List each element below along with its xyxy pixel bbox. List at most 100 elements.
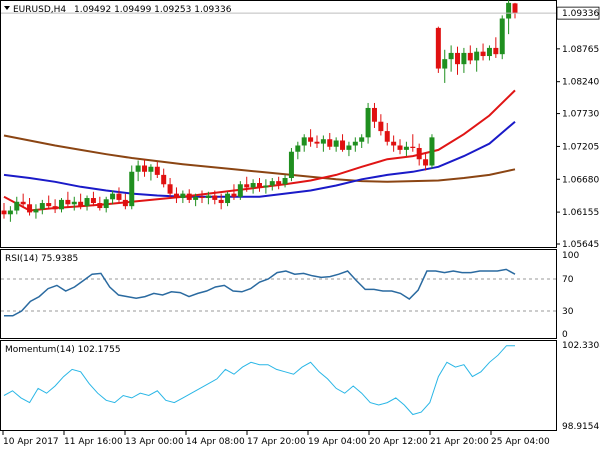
time-tick-label: 13 Apr 00:00 (125, 437, 184, 447)
candle-body (506, 2, 512, 19)
candle-body (455, 52, 461, 65)
candle-body (288, 151, 294, 179)
price-tick-label: 1.05645 (562, 240, 599, 250)
ohlc-values: 1.09492 1.09499 1.09253 1.09336 (74, 5, 232, 15)
rsi-tick-label: 30 (562, 307, 574, 317)
candle-body (320, 139, 326, 144)
candle-body (154, 166, 160, 175)
price-tick-label: 1.07730 (562, 110, 599, 120)
candle-body (250, 183, 256, 188)
candle-body (410, 146, 416, 148)
candle-body (193, 196, 199, 200)
candle-body (237, 184, 243, 197)
candle-body (39, 203, 45, 210)
candle-body (244, 184, 250, 188)
candle-body (442, 59, 448, 69)
time-tick-label: 20 Apr 12:00 (369, 437, 428, 447)
candle-body (46, 203, 52, 207)
candle-body (52, 206, 58, 210)
candle-body (33, 209, 39, 213)
candle-body (90, 198, 96, 204)
candle-body (499, 18, 505, 55)
momentum-label: Momentum(14) 102.1755 (5, 345, 121, 355)
candle-body (7, 210, 13, 215)
momentum-tick-label: 102.3308 (562, 341, 600, 351)
candle-body (58, 199, 64, 210)
candle-body (346, 145, 352, 150)
rsi-tick-label: 100 (562, 251, 579, 261)
candle-body (340, 140, 346, 150)
candle-body (333, 140, 339, 147)
rsi-panel[interactable] (0, 249, 557, 339)
candle-body (84, 198, 90, 207)
candle-body (359, 137, 365, 142)
momentum-panel[interactable] (0, 340, 557, 431)
rsi-line (4, 268, 516, 317)
candle-body (225, 193, 231, 204)
candle-body (122, 199, 128, 207)
candle-body (467, 52, 473, 61)
momentum-series (3, 345, 515, 416)
candle-body (512, 3, 518, 14)
candle-body (129, 171, 135, 207)
candle-body (435, 27, 441, 69)
rsi-label: RSI(14) 75.9385 (5, 254, 78, 264)
candle-body (103, 199, 109, 209)
candle-body (365, 107, 371, 138)
candle-body (148, 166, 154, 172)
candle-body (384, 131, 390, 142)
candle-body (486, 47, 492, 57)
rsi-tick-label: 70 (562, 275, 574, 285)
candle-body (295, 145, 301, 152)
candle-body (448, 52, 454, 60)
candle-body (180, 193, 186, 199)
rsi-series (1, 268, 556, 317)
rsi-tick-label: 0 (562, 330, 568, 340)
momentum-tick-label: 98.9154 (562, 422, 599, 432)
candle-body (205, 195, 211, 199)
candle-body (142, 165, 148, 172)
candle-body (493, 47, 499, 55)
candle-body (301, 137, 307, 146)
candle-body (110, 193, 116, 200)
price-tick-label: 1.06155 (562, 208, 599, 218)
candle-body (314, 141, 320, 144)
candle-body (352, 141, 358, 146)
candle-body (167, 184, 173, 194)
time-tick-label: 17 Apr 20:00 (247, 437, 306, 447)
candle-body (282, 178, 288, 185)
candle-body (391, 141, 397, 146)
symbol-timeframe: EURUSD,H4 (13, 5, 66, 15)
chevron-down-icon[interactable] (4, 6, 10, 10)
candle-body (116, 193, 122, 200)
candle-body (308, 137, 314, 142)
candle-body (397, 145, 403, 150)
candle-body (480, 51, 486, 57)
candle-body (403, 146, 409, 150)
candle-body (218, 199, 224, 204)
time-tick-label: 25 Apr 04:00 (491, 437, 550, 447)
candle-body (186, 193, 192, 200)
candle-body (461, 52, 467, 65)
candle-body (416, 147, 422, 160)
price-panel[interactable] (0, 0, 557, 248)
candle-body (276, 181, 282, 185)
price-tick-label: 1.08240 (562, 78, 599, 88)
price-tick-label: 1.06680 (562, 175, 599, 185)
candle-body (423, 159, 429, 166)
candle-body (269, 181, 275, 186)
candle-body (20, 201, 26, 205)
time-tick-label: 11 Apr 16:00 (64, 437, 123, 447)
candle-body (1, 210, 7, 215)
price-tick-label: 1.07205 (562, 142, 599, 152)
candle-body (78, 201, 84, 207)
candle-body (474, 51, 480, 61)
last-price-tag (556, 6, 600, 20)
momentum-line (3, 345, 515, 416)
axis-labels: 1.09336 1.08765 1.08240 1.07730 1.07205 1.066… (2, 6, 600, 447)
candle-body (71, 201, 77, 205)
candle-body (173, 193, 179, 199)
candle-body (97, 203, 103, 209)
candle-body (14, 201, 20, 211)
